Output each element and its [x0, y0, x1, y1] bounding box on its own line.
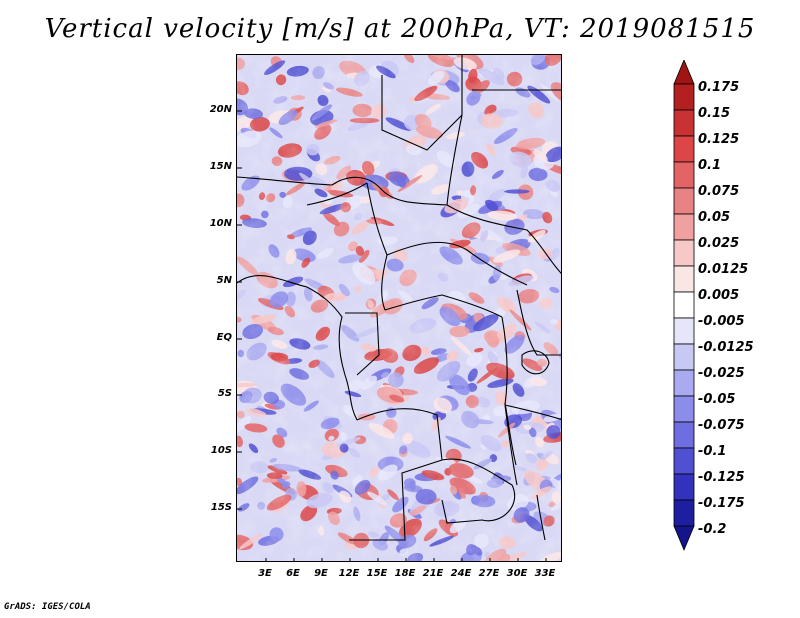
- colorbar-label-0: 0.175: [698, 80, 740, 95]
- colorbar-segment: [673, 60, 695, 85]
- colorbar-segment: [673, 473, 695, 501]
- lat-label-eq: EQ: [216, 332, 232, 343]
- colorbar-label-6: 0.025: [698, 236, 740, 251]
- grads-credit: GrADS: IGES/COLA: [4, 602, 91, 612]
- border-car: [386, 241, 528, 286]
- colorbar-label-14: -0.1: [698, 444, 727, 459]
- texture-overlay: [237, 55, 561, 561]
- lon-label-18e: 18E: [394, 568, 416, 579]
- colorbar-label-17: -0.2: [698, 522, 727, 537]
- lon-label-24e: 24E: [450, 568, 472, 579]
- border-nigeria-cameroon: [366, 182, 388, 311]
- colorbar-segment: [673, 499, 695, 527]
- lat-label-10s: 10S: [210, 445, 232, 456]
- colorbar-segment: [673, 161, 695, 189]
- lon-label-3e: 3E: [258, 568, 272, 579]
- colorbar-segment: [673, 343, 695, 371]
- colorbar-segment: [673, 395, 695, 423]
- colorbar-label-5: 0.05: [698, 210, 731, 225]
- colorbar-segment: [673, 135, 695, 163]
- border-south-sudan: [446, 204, 561, 274]
- map-panel: [236, 54, 562, 562]
- border-libya-egypt: [381, 75, 463, 151]
- colorbar-segment: [673, 317, 695, 345]
- border-niger-nigeria: [306, 182, 368, 206]
- lon-label-33e: 33E: [534, 568, 556, 579]
- colorbar-label-7: 0.0125: [698, 262, 749, 277]
- lake-tanganyika: [504, 402, 517, 466]
- colorbar-segment: [673, 369, 695, 397]
- lon-label-9e: 9E: [314, 568, 328, 579]
- colorbar-segment: [673, 265, 695, 293]
- border-outline-sahel: [237, 176, 448, 206]
- colorbar-segment: [673, 239, 695, 267]
- map-title: Vertical velocity [m/s] at 200hPa, VT: 2…: [44, 14, 756, 44]
- colorbar-segment: [673, 187, 695, 215]
- colorbar-label-8: 0.005: [698, 288, 740, 303]
- colorbar-segment: [673, 525, 695, 552]
- lon-label-27e: 27E: [478, 568, 500, 579]
- lat-label-20n: 20N: [209, 104, 232, 115]
- colorbar-label-4: 0.075: [698, 184, 740, 199]
- colorbar-label-2: 0.125: [698, 132, 740, 147]
- lat-label-15n: 15N: [209, 161, 232, 172]
- lon-label-12e: 12E: [338, 568, 360, 579]
- coastline-west: [237, 275, 358, 421]
- colorbar-segment: [673, 447, 695, 475]
- lat-label-15s: 15S: [210, 502, 232, 513]
- colorbar-label-13: -0.075: [698, 418, 745, 433]
- colorbar-label-12: -0.05: [698, 392, 736, 407]
- velocity-field-map: [237, 55, 561, 561]
- colorbar-segment: [673, 291, 695, 319]
- lake-victoria: [521, 350, 550, 375]
- lat-label-5n: 5N: [216, 275, 232, 286]
- colorbar: [673, 60, 695, 552]
- colorbar-segment: [673, 83, 695, 111]
- colorbar-label-16: -0.175: [698, 496, 745, 511]
- lat-label-5s: 5S: [217, 388, 232, 399]
- colorbar-label-9: -0.005: [698, 314, 745, 329]
- colorbar-label-3: 0.1: [698, 158, 722, 173]
- border-tanzania: [504, 404, 561, 420]
- lat-label-10n: 10N: [209, 218, 232, 229]
- lon-label-21e: 21E: [422, 568, 444, 579]
- border-angola: [349, 408, 443, 541]
- lon-label-15e: 15E: [366, 568, 388, 579]
- colorbar-label-11: -0.025: [698, 366, 745, 381]
- colorbar-segment: [673, 213, 695, 241]
- colorbar-label-15: -0.125: [698, 470, 745, 485]
- colorbar-label-1: 0.15: [698, 106, 731, 121]
- colorbar-segment: [673, 421, 695, 449]
- colorbar-segment: [673, 109, 695, 137]
- lat-tick-marks: [237, 110, 547, 561]
- border-gabon-congo: [345, 312, 380, 376]
- colorbar-label-10: -0.0125: [698, 340, 754, 355]
- border-chad-sudan: [446, 55, 463, 206]
- border-kenya-uganda: [516, 289, 561, 356]
- lake-malawi: [536, 494, 546, 541]
- border-drc-north: [384, 294, 503, 318]
- lon-label-6e: 6E: [286, 568, 300, 579]
- lon-label-30e: 30E: [506, 568, 528, 579]
- border-zambia: [441, 458, 516, 524]
- country-borders: [237, 55, 561, 541]
